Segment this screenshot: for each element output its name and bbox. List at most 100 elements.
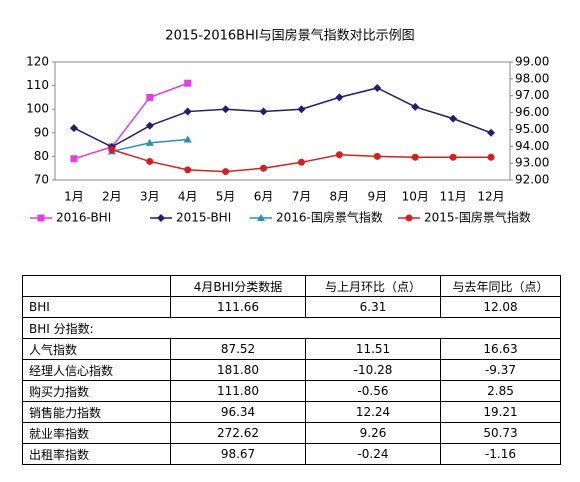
header-cell: 与上月环比（点） (305, 275, 441, 297)
table-cell: 购买力指数 (22, 380, 171, 402)
x-tick-label: 7月 (292, 190, 312, 204)
x-tick-label: 1月 (64, 190, 84, 204)
marker (183, 135, 192, 143)
marker (335, 93, 344, 102)
table-cell: 181.80 (170, 359, 306, 381)
y-tick-label: 100 (26, 102, 49, 116)
header-cell: 4月BHI分类数据 (170, 275, 306, 297)
marker (221, 105, 230, 114)
plot-frame (54, 61, 511, 181)
y2-tick-label: 99.00 (515, 55, 549, 69)
legend-label: 2015-国房景气指数 (424, 210, 531, 225)
x-tick-label: 10月 (402, 190, 429, 204)
table-cell: 111.66 (170, 296, 306, 318)
chart: 2015-2016BHI与国房景气指数对比示例图 70 80 90 100 110 120… (26, 28, 549, 225)
y2-tick-label: 97.00 (515, 88, 549, 102)
y-tick-label: 70 (34, 173, 49, 187)
table-row: BHI 111.66 6.31 12.08 (22, 296, 561, 318)
marker (487, 153, 495, 161)
marker (405, 214, 413, 222)
marker (257, 214, 265, 221)
table-cell: 111.80 (170, 380, 306, 402)
data-table: 4月BHI分类数据 与上月环比（点） 与去年同比（点） BHI 111.66 6.31 12… (22, 275, 561, 465)
marker (259, 107, 268, 116)
y-tick-label: 110 (26, 78, 49, 92)
x-tick-label: 6月 (254, 190, 274, 204)
table-cell: 经理人信心指数 (22, 359, 171, 381)
x-tick-label: 8月 (330, 190, 350, 204)
table-cell: BHI 分指数: (22, 317, 561, 339)
marker (411, 153, 419, 161)
y-tick-label: 120 (26, 55, 49, 69)
marker (145, 138, 154, 146)
x-tick-label: 11月 (439, 190, 466, 204)
marker (184, 166, 192, 174)
legend-label: 2015-BHI (176, 211, 231, 225)
x-tick-label: 5月 (216, 190, 236, 204)
marker (108, 146, 116, 154)
marker (297, 105, 306, 114)
table-row: 经理人信心指数 181.80 -10.28 -9.37 (22, 359, 561, 381)
marker (183, 107, 192, 116)
marker (70, 155, 78, 163)
table-row: 销售能力指数 96.34 12.24 19.21 (22, 401, 561, 423)
marker (222, 168, 230, 176)
marker (411, 102, 420, 111)
table-cell: -0.56 (305, 380, 441, 402)
table-row: 购买力指数 111.80 -0.56 2.85 (22, 380, 561, 402)
table-cell: 销售能力指数 (22, 401, 171, 423)
table-cell: 人气指数 (22, 338, 171, 360)
marker (69, 124, 78, 133)
table-cell: 12.24 (305, 401, 441, 423)
marker (487, 128, 496, 137)
x-tick-label: 3月 (140, 190, 160, 204)
table-cell: 12.08 (440, 296, 561, 318)
header-row: 4月BHI分类数据 与上月环比（点） 与去年同比（点） (22, 275, 561, 297)
table-cell: 6.31 (305, 296, 441, 318)
y-tick-label: 80 (34, 149, 49, 163)
table-cell: 11.51 (305, 338, 441, 360)
chart-title: 2015-2016BHI与国房景气指数对比示例图 (165, 28, 414, 44)
marker (335, 151, 343, 159)
series-line (73, 82, 188, 160)
marker (297, 158, 305, 166)
table-cell: BHI (22, 296, 171, 318)
marker (449, 153, 457, 161)
y2-tick-label: 92.00 (515, 173, 549, 187)
table-row: 出租率指数 98.67 -0.24 -1.16 (22, 443, 561, 465)
table-row: 人气指数 87.52 11.51 16.63 (22, 338, 561, 360)
y-tick-label: 90 (34, 125, 49, 139)
x-tick-label: 9月 (367, 190, 387, 204)
y2-tick-label: 96.00 (515, 105, 549, 119)
marker (184, 79, 192, 87)
table-row: BHI 分指数: (22, 317, 561, 339)
table-cell: 2.85 (440, 380, 561, 402)
table-cell: -9.37 (440, 359, 561, 381)
marker (146, 157, 154, 165)
marker (145, 121, 154, 130)
table-cell: 9.26 (305, 422, 441, 444)
y2-tick-label: 98.00 (515, 71, 549, 85)
y2-tick-label: 94.00 (515, 139, 549, 153)
marker (449, 114, 458, 123)
table-cell: 87.52 (170, 338, 306, 360)
series-line (73, 87, 492, 148)
header-cell (22, 275, 171, 297)
x-tick-label: 4月 (178, 190, 198, 204)
x-tick-label: 2月 (102, 190, 122, 204)
marker (37, 214, 45, 222)
marker (146, 93, 154, 101)
table-cell: 50.73 (440, 422, 561, 444)
table-cell: 272.62 (170, 422, 306, 444)
y2-tick-label: 93.00 (515, 156, 549, 170)
table-cell: -1.16 (440, 443, 561, 465)
table-cell: 16.63 (440, 338, 561, 360)
table-cell: -0.24 (305, 443, 441, 465)
header-cell: 与去年同比（点） (440, 275, 561, 297)
legend-label: 2016-国房景气指数 (276, 210, 383, 225)
y2-tick-label: 95.00 (515, 122, 549, 136)
marker (157, 214, 165, 222)
marker (260, 164, 268, 172)
table-cell: 98.67 (170, 443, 306, 465)
